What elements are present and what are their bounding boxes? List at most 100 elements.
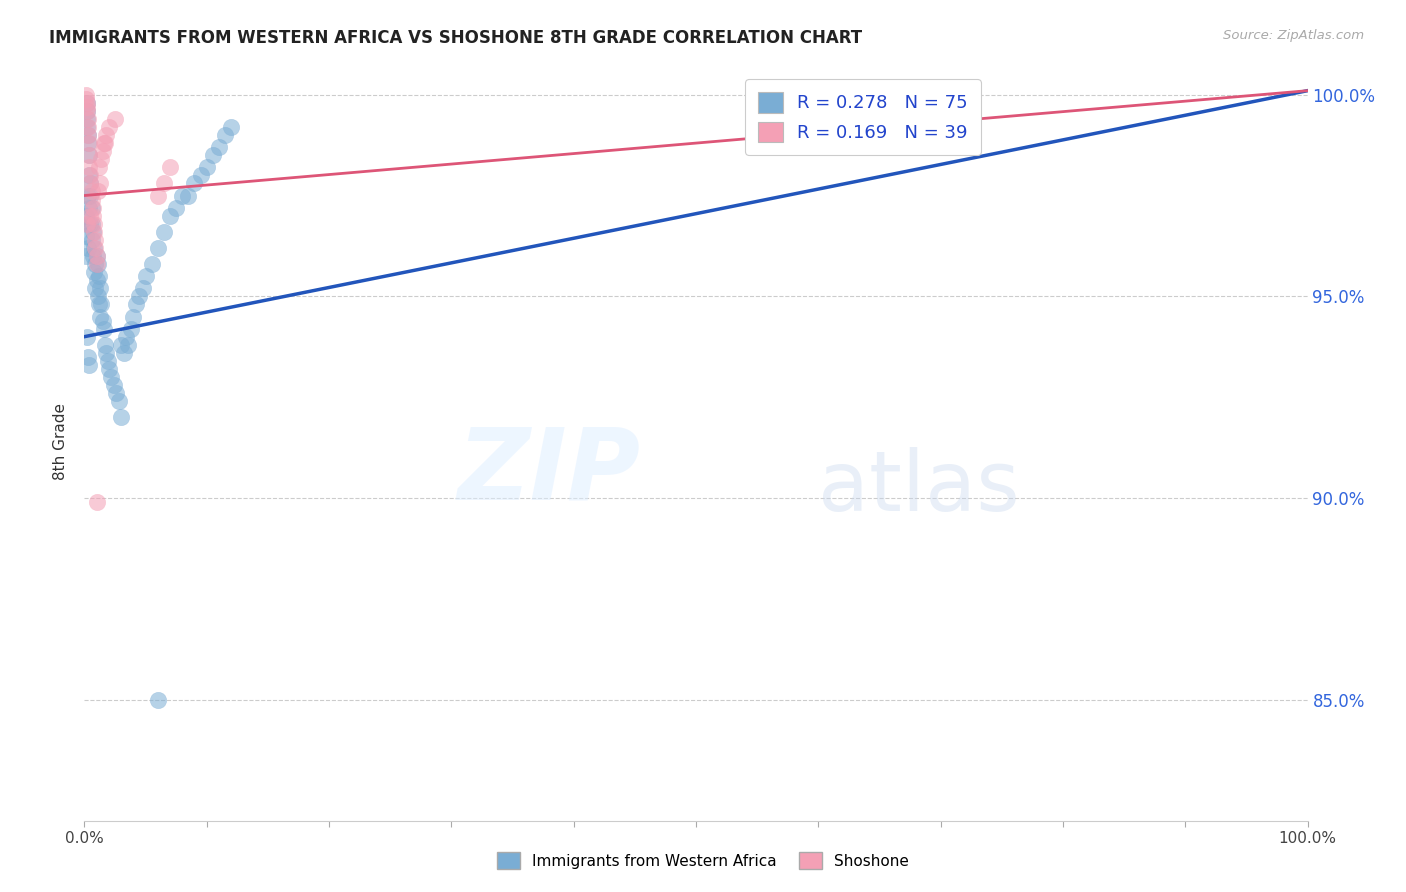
Legend: R = 0.278   N = 75, R = 0.169   N = 39: R = 0.278 N = 75, R = 0.169 N = 39 (745, 79, 980, 155)
Point (76, 100, 98, 114)
Point (201, 148, 224, 162)
Point (214, 128, 236, 142)
Point (190, 169, 212, 183)
Point (79, 188, 101, 202)
Point (172, 188, 194, 202)
Point (103, 378, 125, 392)
Point (83, 241, 105, 255)
Point (132, 281, 155, 295)
Point (97, 120, 120, 134)
Point (94, 136, 117, 150)
Point (122, 310, 145, 324)
Point (84, 257, 107, 271)
Text: ZIP: ZIP (458, 424, 641, 520)
Point (83, 225, 105, 239)
Point (146, 241, 169, 255)
Point (86, 495, 108, 509)
Point (86, 249, 108, 263)
Point (76, 120, 98, 134)
Point (75, 249, 97, 263)
Point (107, 394, 129, 409)
Point (115, 329, 138, 343)
Text: Source: ZipAtlas.com: Source: ZipAtlas.com (1223, 29, 1364, 42)
Point (87, 257, 110, 271)
Point (76, 95, 98, 110)
Point (86, 273, 108, 287)
Point (77, 120, 100, 134)
Point (77, 128, 100, 142)
Point (153, 225, 176, 239)
Point (82, 201, 104, 215)
Point (208, 140, 231, 154)
Point (76, 112, 98, 126)
Point (97, 362, 120, 376)
Point (77, 350, 100, 364)
Point (75, 92, 97, 106)
Point (93, 321, 115, 335)
Point (96, 128, 118, 142)
Point (83, 265, 105, 279)
Point (87, 289, 110, 303)
Point (89, 310, 111, 324)
Point (77, 169, 100, 183)
Point (82, 225, 104, 239)
Point (183, 177, 205, 191)
Point (120, 321, 142, 335)
Point (79, 177, 101, 191)
Point (97, 354, 120, 368)
Point (77, 136, 100, 150)
Point (77, 241, 100, 255)
Point (96, 346, 118, 360)
Point (79, 169, 101, 183)
Point (100, 370, 122, 384)
Point (195, 161, 218, 175)
Point (135, 269, 157, 284)
Point (77, 112, 100, 126)
Point (79, 177, 101, 191)
Point (90, 297, 112, 311)
Point (91, 313, 114, 327)
Point (76, 95, 98, 110)
Point (159, 209, 181, 223)
Point (77, 358, 100, 372)
Y-axis label: 8th Grade: 8th Grade (53, 403, 69, 480)
Point (82, 209, 104, 223)
Point (76, 217, 98, 231)
Point (146, 188, 169, 202)
Point (141, 257, 163, 271)
Point (75, 228, 97, 243)
Point (76, 103, 98, 118)
Point (84, 281, 107, 295)
Point (110, 410, 132, 425)
Legend: Immigrants from Western Africa, Shoshone: Immigrants from Western Africa, Shoshone (491, 846, 915, 875)
Point (159, 161, 181, 175)
Point (86, 257, 108, 271)
Point (77, 128, 100, 142)
Text: atlas: atlas (818, 447, 1019, 527)
Point (105, 386, 128, 401)
Point (76, 103, 98, 118)
Point (84, 241, 107, 255)
Point (94, 337, 117, 351)
Point (110, 337, 132, 351)
Point (86, 249, 108, 263)
Point (177, 188, 200, 202)
Point (87, 185, 110, 199)
Point (80, 217, 103, 231)
Point (77, 201, 100, 215)
Point (77, 148, 100, 162)
Point (89, 281, 111, 295)
Point (128, 289, 150, 303)
Point (165, 201, 187, 215)
Point (87, 297, 110, 311)
Point (89, 177, 111, 191)
Point (82, 249, 104, 263)
Point (146, 692, 169, 706)
Point (77, 161, 100, 175)
Point (219, 120, 242, 134)
Point (90, 153, 112, 167)
Point (75, 209, 97, 223)
Point (80, 193, 103, 207)
Point (77, 148, 100, 162)
Point (79, 209, 101, 223)
